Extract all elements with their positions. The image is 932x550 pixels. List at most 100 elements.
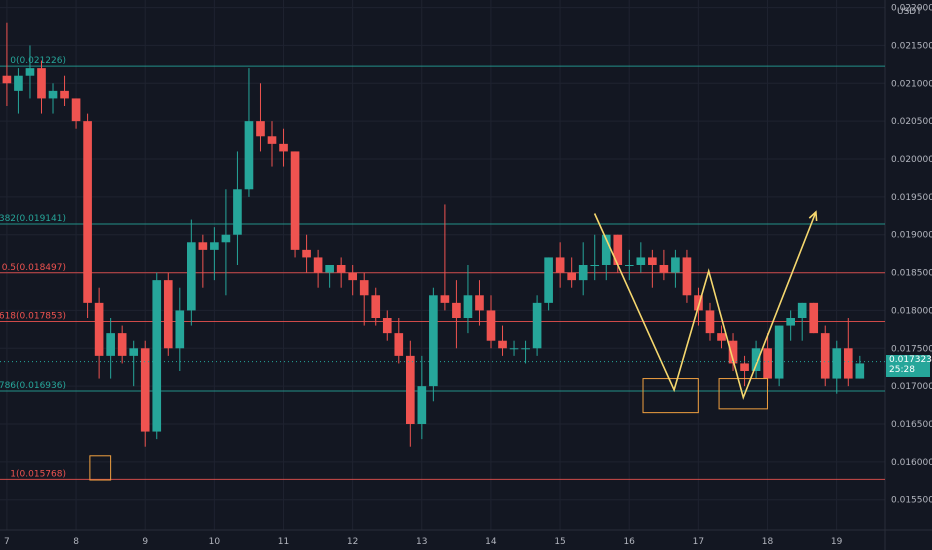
- candle-body: [855, 363, 865, 379]
- candle-body: [763, 348, 772, 379]
- candle-body: [440, 295, 450, 303]
- candle-body: [786, 318, 795, 326]
- price-axis-tick: 0.018000: [891, 306, 932, 316]
- candle-body: [509, 348, 519, 350]
- candle-body: [233, 189, 242, 235]
- candle-body: [267, 136, 277, 144]
- candle-body: [498, 340, 507, 349]
- candle-body: [210, 242, 219, 250]
- candle-body: [302, 249, 311, 258]
- candle-body: [244, 121, 254, 190]
- highlight-box: [89, 455, 112, 481]
- candle-body: [567, 272, 576, 281]
- candle-body: [521, 348, 530, 350]
- candle-body: [532, 302, 542, 349]
- candle-body: [187, 242, 196, 311]
- candle-body: [843, 348, 853, 379]
- price-axis-tick: 0.016500: [891, 420, 932, 430]
- fib-level-label: 0.786(0.016936): [0, 381, 66, 391]
- candle-body: [37, 68, 46, 99]
- price-axis-tick: 0.020500: [891, 117, 932, 127]
- candle-body: [774, 325, 784, 379]
- candle-body: [152, 280, 162, 432]
- candle-body: [175, 310, 185, 349]
- candle-body: [601, 234, 611, 265]
- candle-body: [809, 302, 819, 334]
- time-axis-tick: 10: [209, 537, 221, 547]
- candle-body: [636, 257, 646, 265]
- current-price-label: 0.017323: [889, 354, 932, 365]
- price-axis-tick: 0.021000: [891, 79, 932, 89]
- time-axis-tick: 17: [693, 537, 704, 547]
- time-axis-tick: 9: [142, 537, 148, 547]
- price-axis-tick: 0.022000: [891, 4, 932, 14]
- price-axis-tick: 0.018500: [891, 269, 932, 279]
- candle-body: [740, 363, 749, 371]
- candle-body: [463, 295, 473, 318]
- price-axis-tick: 0.015500: [891, 496, 932, 506]
- time-axis-tick: 7: [4, 537, 10, 547]
- candle-body: [60, 90, 69, 99]
- candle-body: [475, 295, 484, 311]
- candle-body: [14, 75, 23, 91]
- candle-body: [624, 265, 634, 266]
- candle-body: [417, 386, 427, 424]
- candle-body: [256, 121, 265, 137]
- time-axis-tick: 14: [485, 537, 497, 547]
- candle-body: [820, 333, 830, 379]
- candle-body: [71, 98, 81, 122]
- price-axis-tick: 0.019000: [891, 231, 932, 241]
- highlight-box: [718, 378, 768, 410]
- currency-label: USDT: [897, 7, 922, 17]
- price-axis-tick: 0.019500: [891, 193, 932, 203]
- candle-body: [648, 257, 657, 265]
- candle-body: [371, 295, 381, 318]
- candle-body: [83, 121, 92, 303]
- candle-body: [694, 295, 703, 311]
- candle-body: [682, 257, 692, 296]
- current-price-badge: 0.017323 25:28: [886, 354, 932, 377]
- candle-body: [106, 333, 115, 356]
- candle-body: [163, 280, 173, 349]
- fib-level-label: 1(0.015768): [10, 469, 66, 479]
- candle-body: [359, 280, 369, 296]
- candle-body: [140, 348, 150, 432]
- time-axis-tick: 15: [554, 537, 565, 547]
- price-axis-tick: 0.016000: [891, 458, 932, 468]
- candle-body: [2, 75, 12, 84]
- price-axis-tick: 0.017000: [891, 382, 932, 392]
- candle-body: [348, 272, 358, 281]
- candle-body: [290, 151, 300, 250]
- candle-body: [452, 302, 461, 318]
- candle-body: [336, 265, 346, 273]
- fib-level-label: 0.618(0.017853): [0, 312, 66, 322]
- fib-level-label: 0(0.021226): [10, 56, 66, 66]
- candle-body: [659, 265, 669, 273]
- candle-body: [429, 295, 438, 387]
- candle-body: [394, 333, 404, 356]
- countdown-label: 25:28: [889, 364, 915, 375]
- time-axis-tick: 12: [347, 537, 358, 547]
- time-axis-tick: 19: [831, 537, 843, 547]
- candle-body: [48, 90, 58, 99]
- candle-body: [486, 310, 496, 341]
- candle-body: [405, 355, 415, 424]
- candle-body: [117, 333, 127, 356]
- candle-body: [25, 68, 35, 76]
- time-axis-tick: 13: [416, 537, 427, 547]
- arrow-head-icon: [808, 210, 818, 222]
- pattern-projection-line: [593, 211, 817, 401]
- candle-body: [671, 257, 680, 273]
- candle-body: [382, 318, 392, 334]
- candle-body: [797, 302, 807, 318]
- candle-body: [198, 242, 208, 250]
- price-axis-tick: 0.021500: [891, 41, 932, 51]
- candle-body: [578, 265, 588, 281]
- candle-body: [279, 143, 288, 152]
- candle-body: [590, 265, 600, 266]
- candle-body: [751, 348, 761, 371]
- candle-body: [555, 257, 565, 273]
- candle-body: [728, 340, 738, 364]
